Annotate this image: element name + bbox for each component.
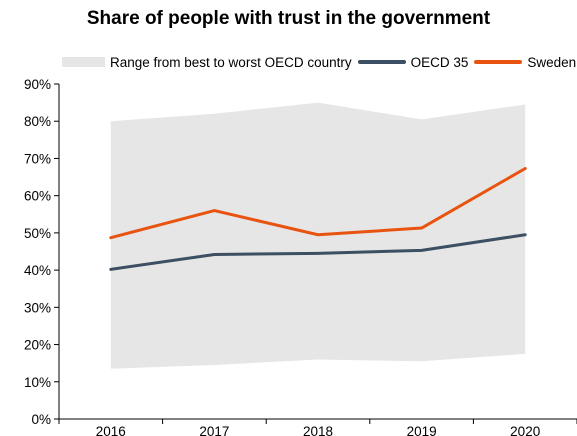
x-tick-label: 2017 <box>199 424 229 436</box>
legend-item-range: Range from best to worst OECD country <box>62 55 352 70</box>
legend-swatch-oecd <box>357 60 406 64</box>
y-tick-label: 70% <box>24 151 51 166</box>
x-tick-label: 2018 <box>303 424 333 436</box>
chart-title: Share of people with trust in the govern… <box>86 8 491 29</box>
y-tick-label: 10% <box>24 375 51 390</box>
y-tick-label: 80% <box>24 114 51 129</box>
legend-label-oecd: OECD 35 <box>410 54 469 70</box>
y-tick-label: 50% <box>24 226 51 241</box>
y-tick-label: 90% <box>24 77 51 92</box>
legend-swatch-sweden <box>474 60 523 64</box>
legend-item-oecd: OECD 35 <box>357 54 469 70</box>
series-line-oecd-35 <box>109 233 527 271</box>
y-tick-label: 40% <box>24 263 51 278</box>
y-tick-label: 0% <box>31 412 51 427</box>
legend-label-sweden: Sweden <box>527 54 577 70</box>
legend-item-sweden: Sweden <box>474 55 576 70</box>
series-line-sweden <box>109 166 527 240</box>
x-tick-label: 2016 <box>96 424 126 436</box>
y-tick-label: 60% <box>24 189 51 204</box>
x-tick-label: 2019 <box>407 424 437 436</box>
legend-label-range: Range from best to worst OECD country <box>110 54 352 70</box>
y-tick-label: 30% <box>24 300 51 315</box>
x-tick-label: 2020 <box>510 424 540 436</box>
legend: Range from best to worst OECD country OE… <box>62 53 577 71</box>
legend-swatch-range <box>62 57 105 67</box>
y-tick-label: 20% <box>24 338 51 353</box>
